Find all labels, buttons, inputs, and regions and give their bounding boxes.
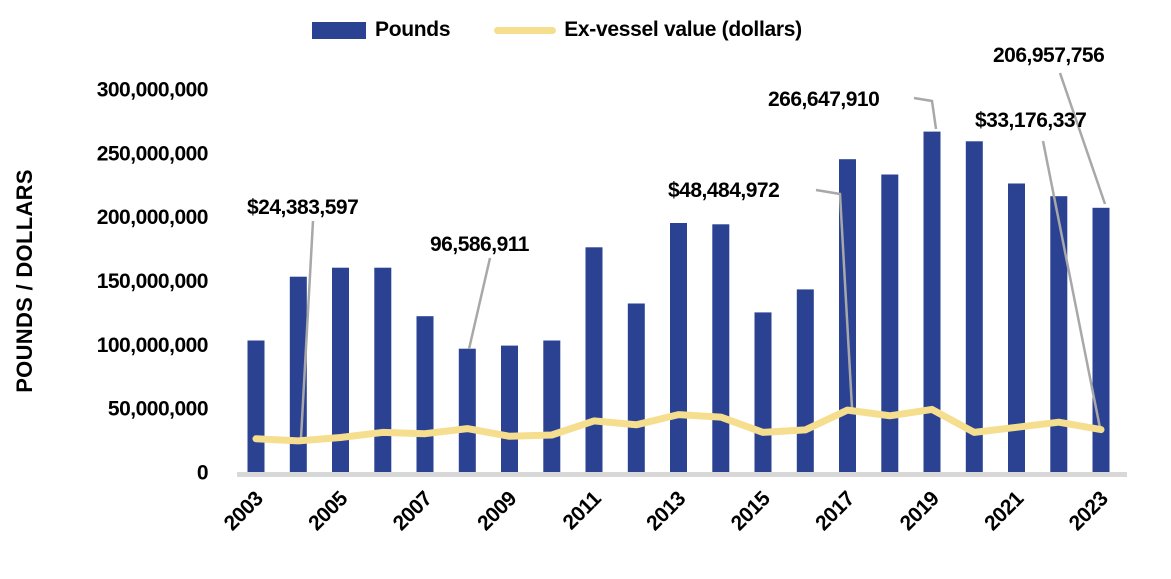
bar-2013 (670, 223, 687, 473)
bar-2018 (881, 174, 899, 473)
bar-2023 (1092, 207, 1110, 474)
bar-2015 (754, 312, 772, 473)
x-tick-label-2011: 2011 (558, 487, 606, 535)
exvessel-swatch-icon (494, 26, 557, 34)
legend: Pounds Ex-vessel value (dollars) (312, 18, 802, 42)
annotation-2008-pounds: 96,586,911 (430, 233, 530, 256)
x-tick-label-2013: 2013 (642, 487, 690, 535)
x-tick-label-2003: 2003 (220, 487, 268, 535)
annotation-leader-2008-1 (467, 257, 492, 350)
bar-2011 (585, 247, 603, 473)
x-tick-label-2017: 2017 (811, 487, 859, 535)
annotation-leader-2004-0 (299, 220, 315, 439)
bar-2003 (247, 340, 265, 473)
y-tick-label: 50,000,000 (108, 398, 208, 421)
annotation-leader-2023-4 (1041, 140, 1102, 429)
annotation-2023-exvessel: $33,176,337 (975, 109, 1086, 132)
annotation-2017-exvessel: $48,484,972 (668, 179, 779, 202)
y-tick-label: 300,000,000 (97, 79, 208, 102)
x-tick-label-2021: 2021 (980, 487, 1028, 535)
x-tick-label-2007: 2007 (389, 487, 437, 535)
legend-item-pounds: Pounds (312, 18, 451, 42)
annotation-leader-2017-2 (815, 188, 854, 409)
y-tick-label: 0 (197, 462, 208, 485)
legend-label-exvessel: Ex-vessel value (dollars) (564, 18, 802, 41)
annotation-leader-2023-5 (1058, 72, 1107, 205)
bar-2008 (458, 348, 476, 473)
x-tick-label-2023: 2023 (1065, 487, 1113, 535)
annotation-leader-2019-3 (913, 96, 938, 130)
annotation-2019-pounds: 266,647,910 (768, 88, 879, 111)
x-tick-label-2009: 2009 (473, 487, 521, 535)
x-tick-label-2005: 2005 (304, 487, 352, 535)
y-tick-label: 200,000,000 (97, 206, 208, 229)
y-tick-label: 150,000,000 (97, 270, 208, 293)
bar-2009 (501, 345, 518, 473)
exvessel-line (252, 405, 1105, 445)
bar-2012 (627, 303, 645, 473)
bar-2016 (796, 289, 814, 473)
bar-2020 (965, 141, 983, 474)
legend-label-pounds: Pounds (375, 18, 451, 41)
y-tick-label: 100,000,000 (97, 334, 208, 357)
bar-2007 (416, 316, 434, 473)
bar-2014 (712, 224, 730, 473)
annotation-2004-exvessel: $24,383,597 (247, 196, 358, 219)
bar-2005 (332, 267, 349, 473)
legend-item-exvessel: Ex-vessel value (dollars) (494, 18, 802, 42)
pounds-swatch-icon (312, 21, 366, 39)
x-tick-label-2015: 2015 (727, 487, 775, 535)
bar-2019 (923, 131, 941, 473)
x-tick-label-2019: 2019 (896, 487, 944, 535)
bar-2006 (374, 267, 392, 473)
bar-2021 (1008, 183, 1025, 473)
bar-2022 (1050, 196, 1068, 473)
annotation-2023-pounds: 206,957,756 (993, 44, 1104, 67)
bar-2010 (543, 340, 561, 473)
y-tick-label: 250,000,000 (97, 142, 208, 165)
x-axis-line (237, 472, 1127, 477)
